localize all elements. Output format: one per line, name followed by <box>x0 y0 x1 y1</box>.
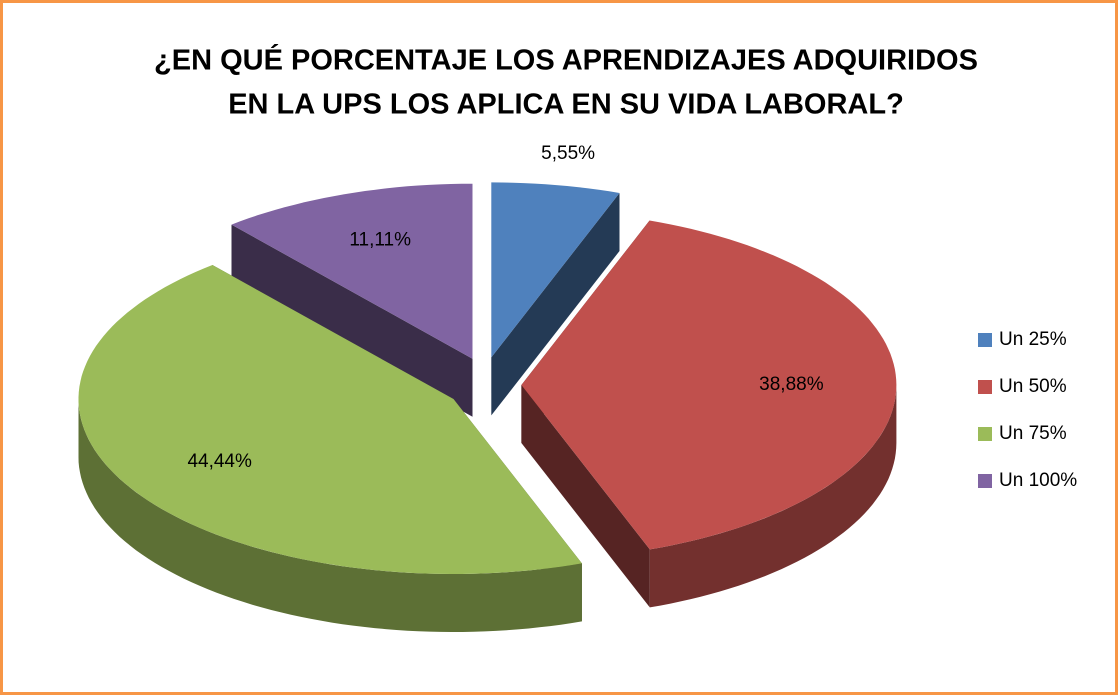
slice-side <box>491 193 620 416</box>
slice <box>521 220 897 550</box>
legend-swatch <box>978 474 992 488</box>
legend-swatch <box>978 380 992 394</box>
data-label: 44,44% <box>187 451 252 472</box>
legend-swatch <box>978 427 992 441</box>
slice-side <box>649 385 897 608</box>
legend-swatch <box>978 333 992 347</box>
legend-label: Un 100% <box>999 470 1077 491</box>
slice <box>231 183 473 359</box>
legend-label: Un 25% <box>999 329 1067 350</box>
slice-side <box>78 399 582 632</box>
data-label: 5,55% <box>541 143 595 164</box>
data-label: 11,11% <box>349 229 411 250</box>
legend-label: Un 50% <box>999 376 1067 397</box>
chart-title: ¿EN QUÉ PORCENTAJE LOS APRENDIZAJES ADQU… <box>154 43 978 77</box>
slice-side <box>231 224 473 417</box>
slice <box>491 182 620 358</box>
chart-title: EN LA UPS LOS APLICA EN SU VIDA LABORAL? <box>228 89 904 121</box>
slice-side <box>521 385 650 608</box>
legend-label: Un 75% <box>999 423 1067 444</box>
slice <box>78 265 582 574</box>
data-label: 38,88% <box>759 374 824 395</box>
